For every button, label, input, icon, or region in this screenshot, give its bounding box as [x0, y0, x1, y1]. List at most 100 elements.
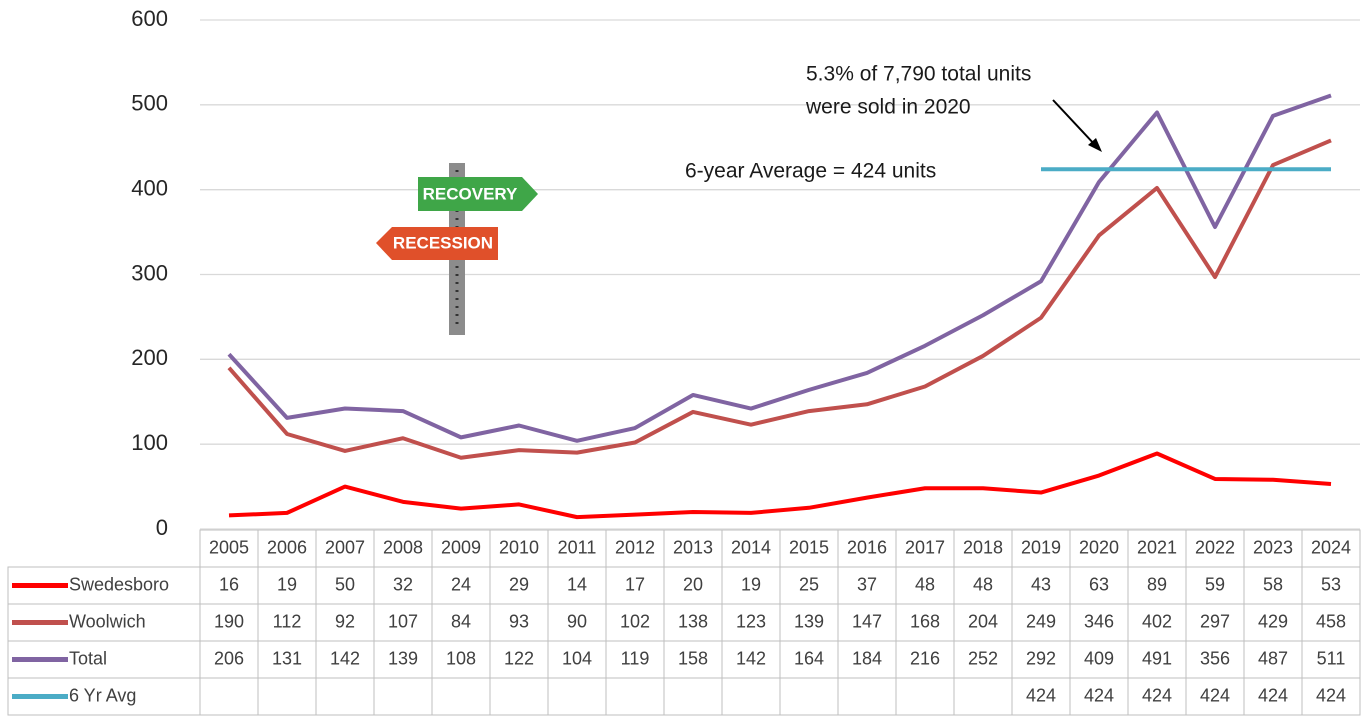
table-cell — [953, 677, 1013, 716]
x-tick-label: 2017 — [905, 537, 945, 557]
data-label: 190 — [214, 611, 244, 631]
data-label: 424 — [1258, 685, 1288, 705]
x-tick-label: 2019 — [1021, 537, 1061, 557]
x-tick-label: 2020 — [1079, 537, 1119, 557]
data-label: 32 — [393, 574, 413, 594]
data-label: 216 — [910, 648, 940, 668]
x-tick-label: 2011 — [558, 537, 597, 557]
y-tick-label: 300 — [131, 260, 168, 285]
data-label: 59 — [1205, 574, 1225, 594]
data-label: 119 — [621, 648, 650, 668]
table-cell — [489, 677, 549, 716]
data-label: 147 — [852, 611, 882, 631]
data-label: 50 — [335, 574, 355, 594]
data-label: 424 — [1084, 685, 1114, 705]
data-label: 89 — [1147, 574, 1167, 594]
data-label: 164 — [794, 648, 824, 668]
annotation: 6-year Average = 424 units — [685, 160, 936, 183]
table-cell — [837, 677, 897, 716]
sign-label: RECESSION — [393, 233, 493, 252]
data-label: 29 — [509, 574, 529, 594]
table-cell — [721, 677, 781, 716]
annotation-arrow — [1052, 99, 1097, 147]
data-label: 491 — [1142, 648, 1172, 668]
data-label: 139 — [794, 611, 824, 631]
x-tick-label: 2014 — [731, 537, 771, 557]
data-label: 356 — [1200, 648, 1230, 668]
data-label: 93 — [509, 611, 529, 631]
y-tick-label: 100 — [131, 430, 168, 455]
data-label: 108 — [446, 648, 476, 668]
series-line — [227, 93, 1332, 443]
annotation: were sold in 2020 — [805, 96, 971, 119]
data-label: 487 — [1258, 648, 1288, 668]
data-label: 17 — [625, 574, 645, 594]
data-label: 346 — [1084, 611, 1114, 631]
table-cell — [431, 677, 491, 716]
data-label: 14 — [567, 574, 587, 594]
data-label: 511 — [1317, 648, 1346, 668]
data-label: 63 — [1089, 574, 1109, 594]
data-label: 48 — [973, 574, 993, 594]
data-label: 142 — [330, 648, 360, 668]
data-label: 142 — [736, 648, 766, 668]
recovery-sign — [418, 177, 538, 211]
x-tick-label: 2009 — [441, 537, 481, 557]
data-label: 92 — [335, 611, 355, 631]
data-label: 458 — [1316, 611, 1346, 631]
table-cell — [605, 677, 665, 716]
data-label: 37 — [857, 574, 877, 594]
y-tick-label: 500 — [131, 91, 168, 116]
data-label: 112 — [273, 611, 302, 631]
table-cell — [779, 677, 839, 716]
legend-label: Swedesboro — [69, 574, 169, 594]
data-label: 53 — [1321, 574, 1341, 594]
x-tick-label: 2007 — [325, 537, 365, 557]
legend-label: 6 Yr Avg — [69, 685, 136, 705]
data-table: 2005 2006 2007 2008 2009 2010 2011 2012 2013 2014… — [7, 529, 1361, 716]
x-tick-label: 2008 — [383, 537, 423, 557]
arrow-head — [1088, 138, 1102, 152]
x-tick-label: 2015 — [789, 537, 829, 557]
table-cell — [663, 677, 723, 716]
recession-sign — [376, 227, 498, 260]
data-label: 429 — [1258, 611, 1288, 631]
data-label: 43 — [1031, 574, 1051, 594]
data-label: 168 — [910, 611, 940, 631]
signpost: RECOVERY RECESSION — [376, 163, 538, 335]
data-label: 402 — [1142, 611, 1172, 631]
table-cell — [257, 677, 317, 716]
data-label: 107 — [388, 611, 418, 631]
y-tick-label: 600 — [131, 6, 168, 31]
x-tick-label: 2016 — [847, 537, 887, 557]
x-tick-label: 2005 — [209, 537, 249, 557]
sign-label: RECOVERY — [423, 184, 518, 203]
series-line — [228, 451, 1332, 520]
x-tick-label: 2018 — [963, 537, 1003, 557]
data-label: 204 — [968, 611, 998, 631]
data-label: 424 — [1142, 685, 1172, 705]
data-label: 122 — [504, 648, 534, 668]
data-label: 252 — [968, 648, 998, 668]
data-label: 292 — [1026, 648, 1056, 668]
data-label: 409 — [1084, 648, 1114, 668]
table-cell — [895, 677, 955, 716]
data-label: 58 — [1263, 574, 1283, 594]
data-label: 424 — [1200, 685, 1230, 705]
x-tick-label: 2022 — [1195, 537, 1235, 557]
data-label: 138 — [678, 611, 708, 631]
table-cell — [373, 677, 433, 716]
data-label: 84 — [451, 611, 471, 631]
y-tick-label: 0 — [156, 515, 168, 540]
data-label: 102 — [620, 611, 650, 631]
y-tick-label: 200 — [131, 345, 168, 370]
data-label: 25 — [799, 574, 819, 594]
data-label: 48 — [915, 574, 935, 594]
data-label: 19 — [277, 574, 297, 594]
x-tick-label: 2010 — [499, 537, 539, 557]
data-label: 19 — [741, 574, 761, 594]
x-tick-label: 2006 — [267, 537, 307, 557]
data-label: 24 — [451, 574, 471, 594]
